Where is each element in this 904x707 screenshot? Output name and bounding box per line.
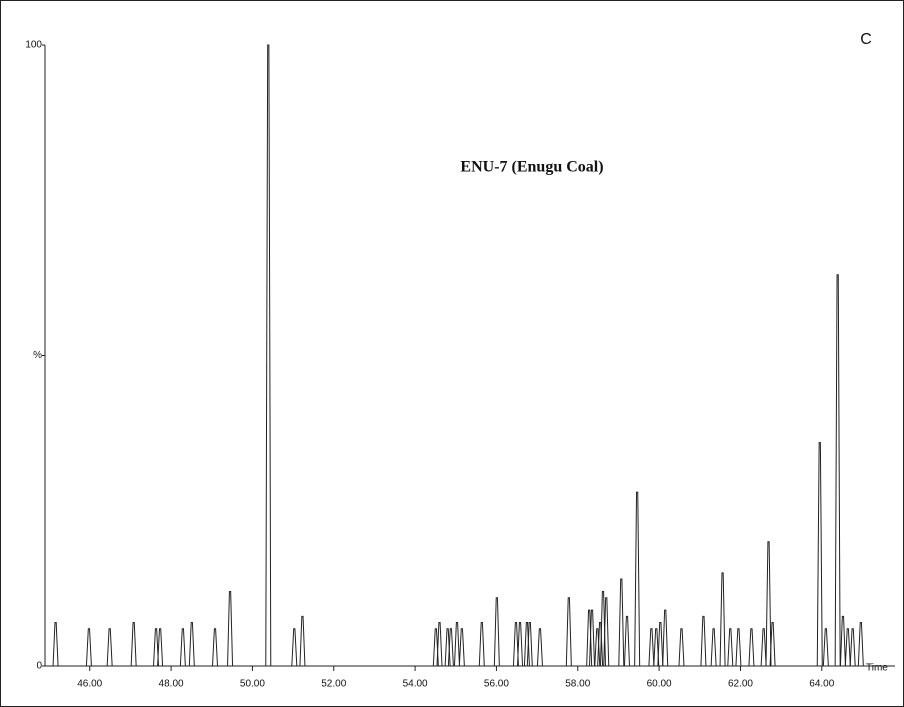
peak [517, 622, 524, 667]
peak [748, 628, 755, 667]
peak [536, 628, 543, 667]
peak [700, 615, 707, 667]
peak [678, 628, 685, 667]
x-axis-label: Time [866, 663, 888, 674]
peak [512, 622, 519, 667]
peak [618, 578, 625, 667]
peak [662, 609, 669, 667]
peak [657, 622, 664, 667]
peak [710, 628, 717, 667]
peak [493, 597, 500, 667]
peak [130, 622, 137, 667]
peak [727, 628, 734, 667]
y-tick-label: 100 [25, 40, 42, 51]
peak [760, 628, 767, 667]
peak [565, 597, 572, 667]
peak [453, 622, 460, 667]
x-tick-label: 50.00 [240, 679, 265, 690]
x-tick-label: 58.00 [565, 679, 590, 690]
peak [834, 274, 841, 667]
x-tick-label: 64.00 [809, 679, 834, 690]
x-tick-label: 46.00 [77, 679, 102, 690]
peak [436, 622, 443, 667]
peak [227, 590, 234, 667]
peak [719, 572, 726, 667]
peak [597, 622, 604, 667]
peak [844, 628, 851, 667]
peak [735, 628, 742, 667]
peak [603, 597, 610, 667]
peak [157, 628, 164, 667]
peak [653, 628, 660, 667]
peak [291, 628, 298, 667]
peak [857, 622, 864, 667]
y-tick-label: % [33, 350, 42, 361]
peak [106, 628, 113, 667]
peak [816, 441, 823, 667]
x-tick-label: 52.00 [321, 679, 346, 690]
peak [526, 622, 533, 667]
chart-title: ENU-7 (Enugu Coal) [460, 159, 603, 176]
peak [299, 615, 306, 667]
peak [839, 615, 846, 667]
x-tick-label: 62.00 [728, 679, 753, 690]
x-tick-label: 56.00 [484, 679, 509, 690]
peak [769, 622, 776, 667]
peak [212, 628, 218, 667]
y-tick-label: 0 [36, 661, 42, 672]
peak [188, 622, 195, 667]
peak [153, 628, 160, 667]
peak [589, 609, 596, 667]
peak [458, 628, 465, 667]
peak [85, 628, 92, 667]
peak [822, 628, 829, 667]
peak [648, 628, 655, 667]
x-tick-label: 48.00 [159, 679, 184, 690]
peak [849, 628, 856, 667]
peak [447, 628, 454, 667]
peak [52, 622, 59, 667]
x-tick-label: 54.00 [403, 679, 428, 690]
peak [634, 491, 641, 667]
x-tick-label: 60.00 [647, 679, 672, 690]
panel-label: C [860, 31, 872, 48]
peak [478, 622, 485, 667]
peak [265, 44, 272, 667]
peak [179, 628, 186, 667]
peak [623, 615, 630, 667]
peak [765, 541, 772, 667]
